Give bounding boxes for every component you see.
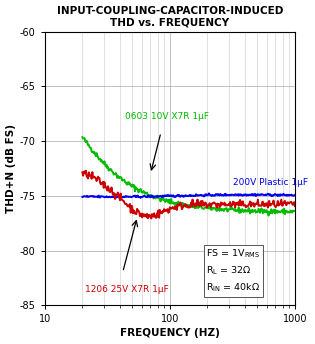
Y-axis label: THD+N (dB FS): THD+N (dB FS) (6, 124, 15, 213)
Text: 200V Plastic 1μF: 200V Plastic 1μF (233, 178, 308, 187)
Text: 0603 10V X7R 1μF: 0603 10V X7R 1μF (125, 112, 209, 121)
Title: INPUT-COUPLING-CAPACITOR-INDUCED
THD vs. FREQUENCY: INPUT-COUPLING-CAPACITOR-INDUCED THD vs.… (57, 6, 283, 28)
Text: FS = 1V$_{\mathregular{RMS}}$
R$_{\mathregular{L}}$ = 32Ω
R$_{\mathregular{IN}}$: FS = 1V$_{\mathregular{RMS}}$ R$_{\mathr… (206, 248, 261, 294)
X-axis label: FREQUENCY (HZ): FREQUENCY (HZ) (120, 329, 220, 338)
Text: 1206 25V X7R 1μF: 1206 25V X7R 1μF (85, 285, 169, 294)
